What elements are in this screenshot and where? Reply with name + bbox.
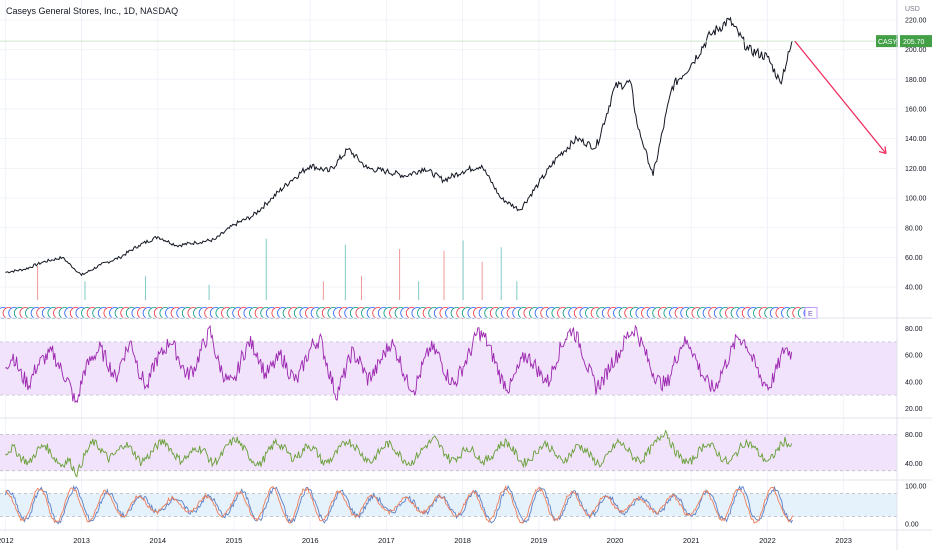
projection-arrowhead (878, 146, 887, 155)
price-axis-tick: 180.00 (905, 77, 927, 84)
volume-bar (360, 276, 362, 300)
last-price-ticker-box (876, 35, 898, 48)
rsi-axis-tick: 60.00 (905, 353, 923, 360)
time-axis-tick: 2019 (530, 536, 547, 545)
last-price-value: 205.70 (903, 39, 925, 46)
time-axis-tick: 2023 (835, 536, 852, 545)
volume-bar (265, 238, 267, 300)
volume-bar (37, 266, 39, 300)
price-axis-tick: 220.00 (905, 17, 927, 24)
price-axis-tick: 120.00 (905, 166, 927, 173)
time-axis-tick: 2018 (454, 536, 471, 545)
volume-bar (516, 281, 518, 300)
price-axis-tick: 60.00 (905, 255, 923, 262)
price-axis-tick: 200.00 (905, 47, 927, 54)
time-axis-tick: 2015 (226, 536, 243, 545)
time-axis-tick: 2022 (759, 536, 776, 545)
volume-bar (399, 249, 401, 300)
time-axis-tick: 2013 (73, 536, 90, 545)
oscillator-band (0, 434, 897, 471)
rsi-axis-tick: 40.00 (905, 379, 923, 386)
price-axis-tick: 80.00 (905, 225, 923, 232)
projection-arrow (794, 40, 887, 154)
price-axis-tick: 140.00 (905, 136, 927, 143)
price-axis-tick: 40.00 (905, 285, 923, 292)
rsi-line (5, 324, 793, 404)
volume-bar (322, 281, 324, 300)
price-axis-currency: USD (905, 6, 920, 13)
time-axis-tick: 2016 (302, 536, 319, 545)
oscillator-line (5, 429, 793, 478)
volume-bar (418, 281, 420, 300)
price-series-line (5, 16, 794, 277)
volume-bar (481, 261, 483, 300)
price-axis-tick: 100.00 (905, 196, 927, 203)
last-price-ticker: CASY (878, 39, 897, 46)
time-axis-tick: 2014 (149, 536, 166, 545)
volume-bar (500, 247, 502, 300)
volume-bar (208, 284, 210, 300)
time-axis-tick: 2012 (0, 536, 14, 545)
time-axis-tick: 2017 (378, 536, 395, 545)
volume-bar (344, 244, 346, 300)
stochastic-axis-tick: 100.00 (905, 483, 927, 490)
price-axis-tick: 160.00 (905, 106, 927, 113)
rsi-axis-tick: 80.00 (905, 326, 923, 333)
volume-bar (145, 276, 147, 300)
oscillator-axis-tick: 80.00 (905, 432, 923, 439)
rsi-band (0, 341, 897, 396)
time-axis-tick: 2020 (607, 536, 624, 545)
volume-bar (84, 281, 86, 300)
last-price-value-box (900, 35, 932, 48)
stochastic-d-line (4, 485, 793, 524)
rsi-axis-tick: 20.00 (905, 406, 923, 413)
chart-title: Caseys General Stores, Inc., 1D, NASDAQ (6, 6, 179, 16)
volume-bar (462, 240, 464, 300)
volume-bar (443, 250, 445, 300)
time-axis-tick: 2021 (683, 536, 700, 545)
stochastic-axis-tick: 0.00 (905, 522, 919, 529)
event-marker-last-label: E (808, 311, 813, 318)
oscillator-axis-tick: 40.00 (905, 461, 923, 468)
